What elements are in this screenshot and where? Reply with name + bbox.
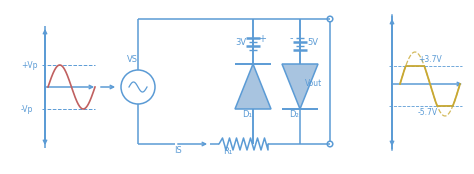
- Text: +3.7V: +3.7V: [418, 55, 442, 64]
- Text: D₁: D₁: [242, 110, 252, 119]
- Polygon shape: [282, 64, 318, 109]
- Text: VS: VS: [127, 55, 137, 64]
- Text: -5.7V: -5.7V: [418, 108, 438, 117]
- Text: D₂: D₂: [289, 110, 299, 119]
- Text: -: -: [290, 34, 293, 44]
- Text: R₁: R₁: [223, 147, 233, 156]
- Text: Vout: Vout: [305, 79, 322, 88]
- Text: 5V: 5V: [307, 38, 318, 47]
- Polygon shape: [235, 64, 271, 109]
- Text: +Vp: +Vp: [21, 61, 37, 69]
- Text: -Vp: -Vp: [21, 105, 33, 113]
- Text: 3V: 3V: [235, 38, 246, 47]
- Text: +: +: [258, 34, 266, 44]
- Text: IS: IS: [174, 146, 182, 155]
